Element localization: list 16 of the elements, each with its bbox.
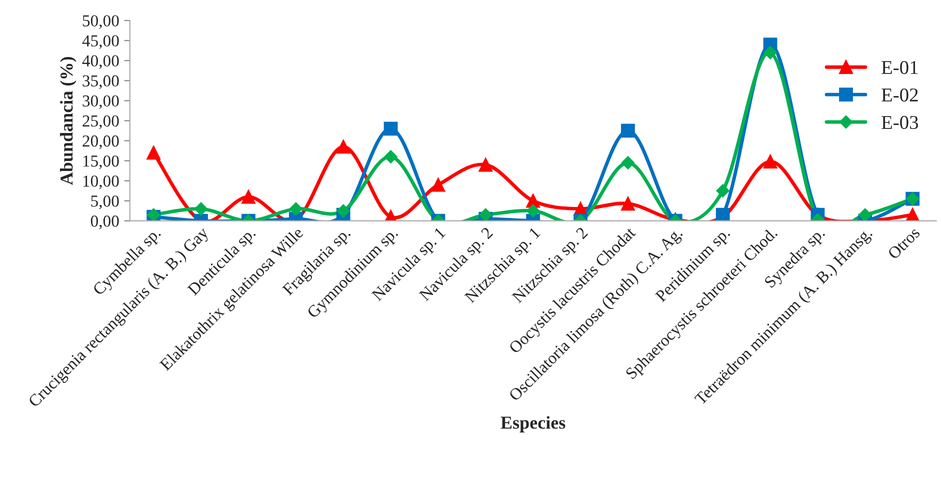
- y-tick-label: 5,00: [91, 196, 119, 210]
- legend-label: E-01: [882, 60, 918, 74]
- y-tick-label: 10,00: [83, 175, 119, 190]
- legend-label: E-02: [882, 88, 918, 102]
- y-tick-label: 30,00: [82, 95, 119, 109]
- y-tick-label: 20,00: [82, 135, 119, 150]
- y-tick-label: 40,00: [82, 55, 119, 69]
- y-tick-label: 0,00: [90, 216, 119, 230]
- y-tick-label: 45,00: [82, 35, 119, 49]
- y-axis-title: Abundancia (%): [60, 57, 76, 185]
- y-tick-label: 50,00: [82, 15, 119, 29]
- y-tick-label: 25,00: [82, 115, 119, 130]
- y-tick-label: 15,00: [83, 155, 119, 170]
- x-axis-title: Especies: [500, 416, 566, 432]
- legend-label: E-03: [882, 116, 918, 130]
- y-tick-label: 35,00: [82, 75, 119, 89]
